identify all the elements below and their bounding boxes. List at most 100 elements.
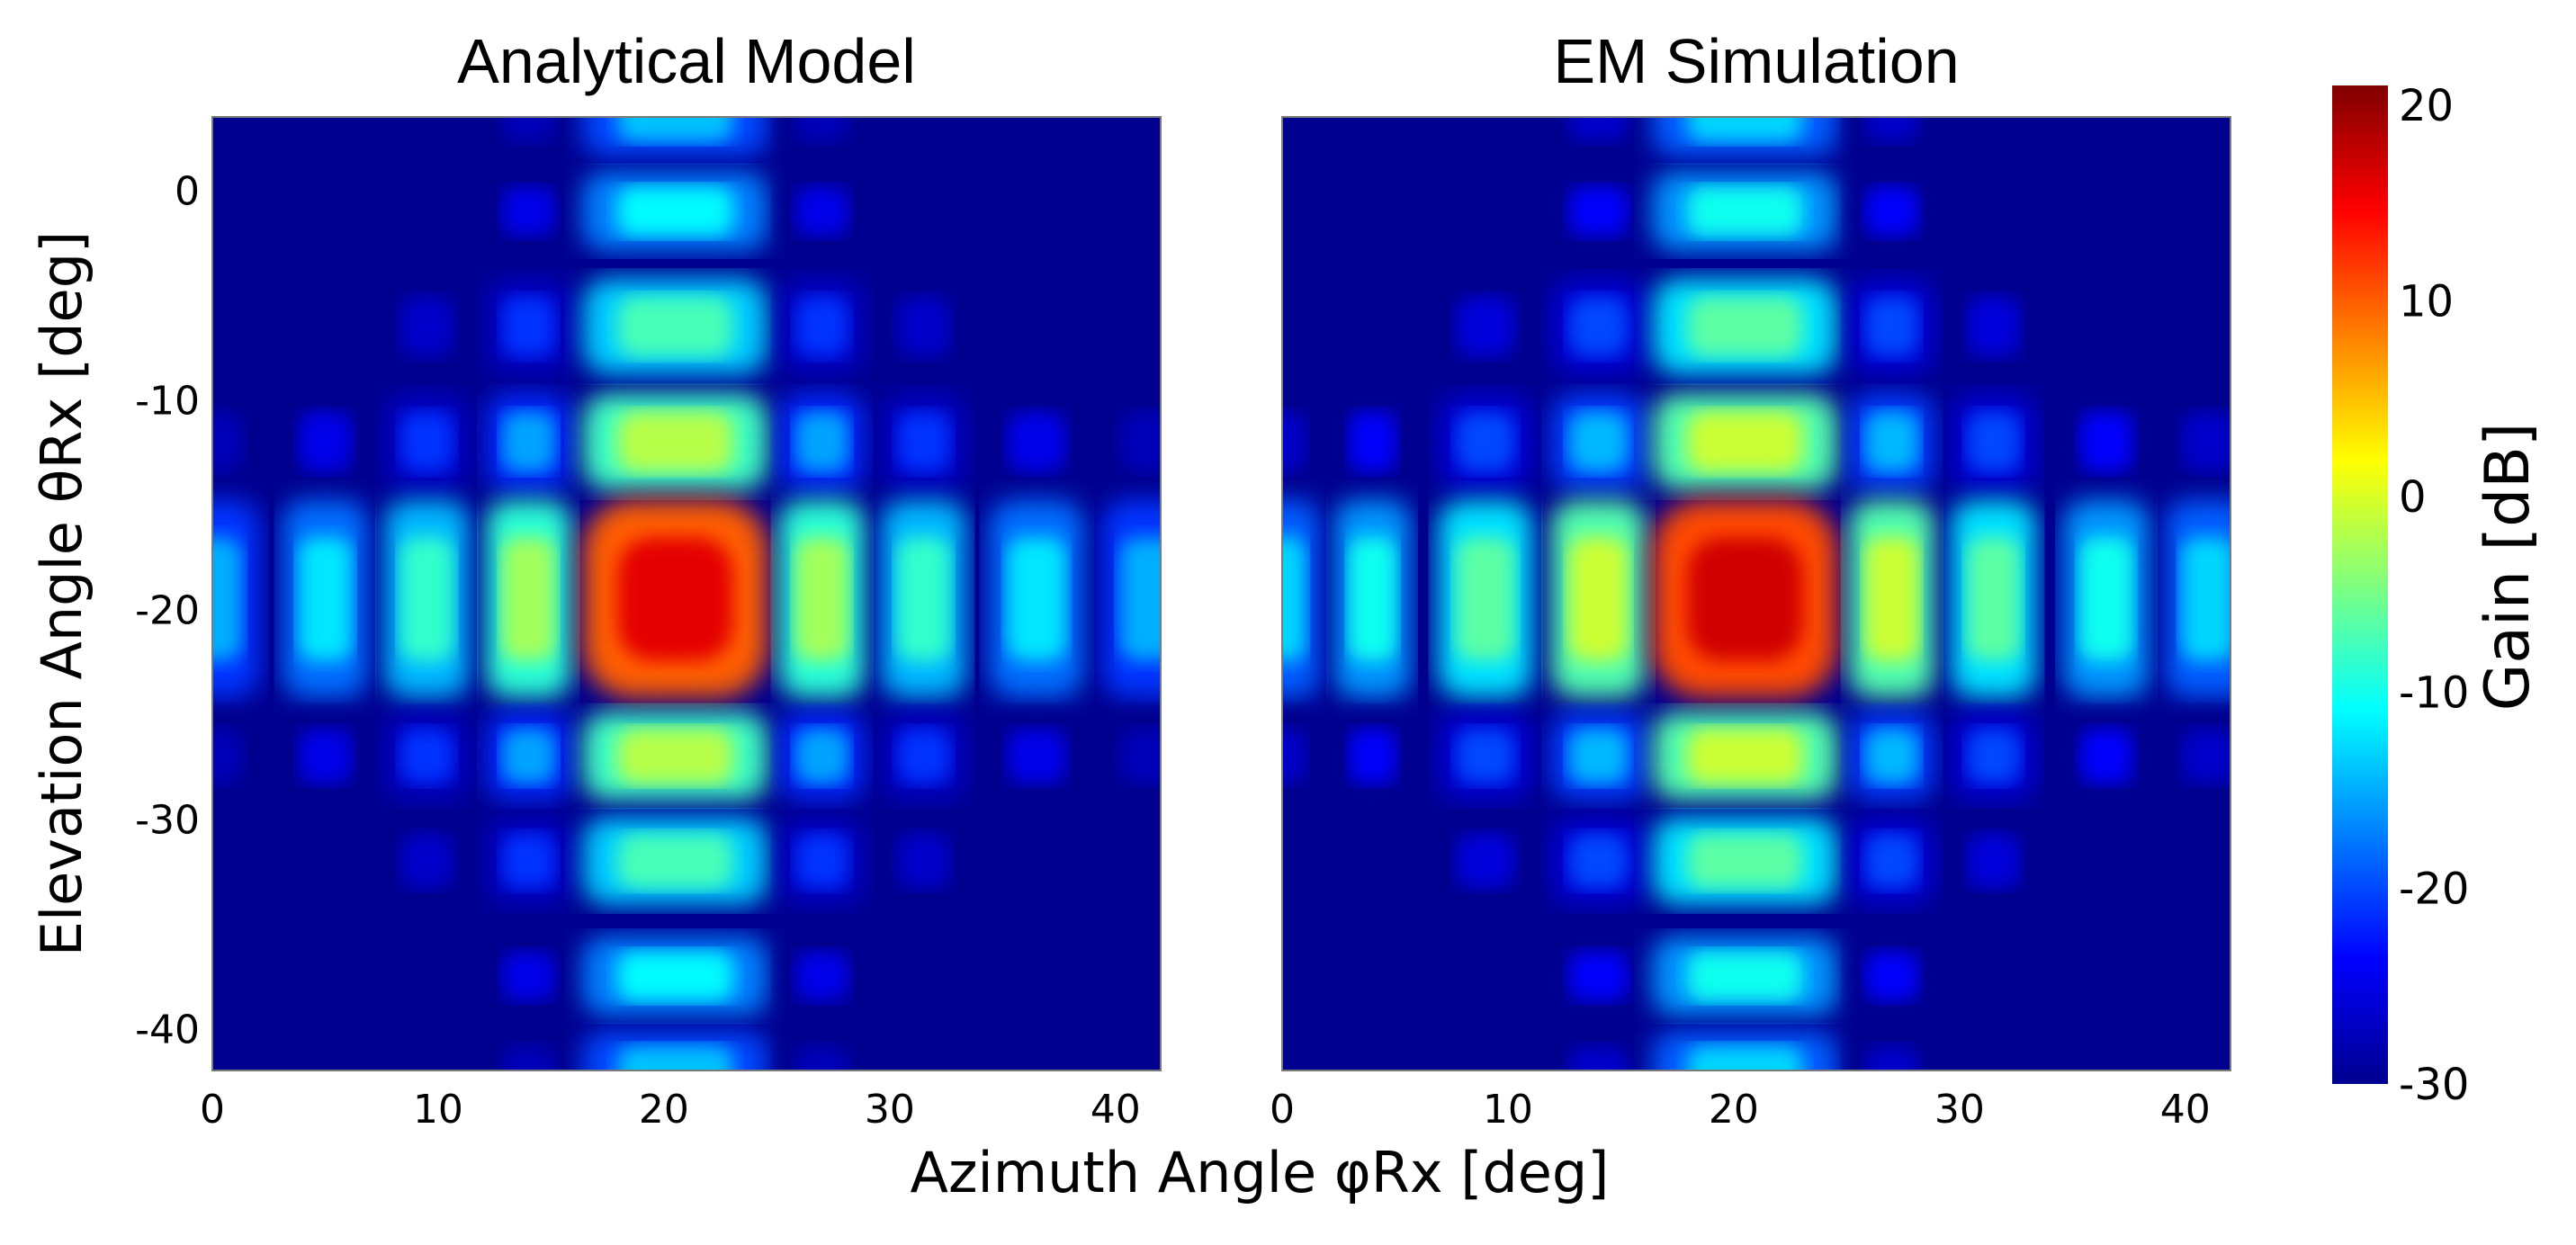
lobe-core	[501, 186, 555, 237]
lobe-core	[1967, 411, 2020, 472]
lobe-core	[1687, 833, 1803, 889]
lobe-core	[1007, 729, 1066, 784]
lobe-core	[1568, 1045, 1629, 1070]
lobe-core	[1119, 537, 1161, 661]
lobe-core	[299, 729, 352, 784]
lobe-core	[1349, 411, 1396, 472]
lobe-core	[1967, 729, 2020, 784]
right-plot-frame	[1281, 116, 2231, 1071]
lobe-core	[1007, 537, 1066, 661]
y-tick-label: -20	[135, 587, 200, 633]
lobe-core	[1687, 537, 1803, 661]
lobe-core	[1349, 729, 1396, 784]
lobe-core	[897, 411, 950, 472]
colorbar-tick-label: 0	[2399, 472, 2427, 523]
lobe-core	[1967, 537, 2020, 661]
lobe-core	[501, 951, 555, 1001]
lobe-core	[501, 1045, 555, 1070]
colorbar-tick-label: -20	[2399, 864, 2469, 914]
y-tick-label: -40	[135, 1007, 200, 1052]
lobe-core	[1568, 537, 1629, 661]
lobe-core	[795, 729, 848, 784]
lobe-core	[897, 537, 950, 661]
lobe-core	[897, 833, 950, 889]
lobe-core	[501, 296, 555, 357]
lobe-core	[501, 537, 555, 661]
lobe-core	[795, 833, 848, 889]
lobe-core	[617, 951, 733, 1001]
lobe-core	[617, 296, 733, 357]
lobe-core	[1119, 729, 1161, 784]
colorbar-tick-label: 10	[2399, 276, 2454, 327]
lobe-core	[2181, 411, 2230, 472]
lobe-core	[795, 1045, 848, 1070]
x-tick-label: 20	[639, 1087, 689, 1133]
lobe-core	[1865, 1045, 1918, 1070]
lobe-core	[399, 729, 453, 784]
colorbar-gradient	[2332, 85, 2388, 1084]
x-tick-label: 40	[2160, 1087, 2211, 1133]
lobe-core	[1687, 411, 1803, 472]
lobe-core	[1568, 186, 1629, 237]
lobe-core	[795, 117, 848, 142]
colorbar-tick-label: -30	[2399, 1060, 2469, 1110]
lobe-core	[1456, 296, 1515, 357]
lobe-core	[501, 117, 555, 142]
lobe-core	[1865, 296, 1918, 357]
lobe-core	[1456, 729, 1515, 784]
lobe-core	[1967, 833, 2020, 889]
lobe-core	[1456, 537, 1515, 661]
lobe-core	[1865, 951, 1918, 1001]
lobe-core	[1687, 296, 1803, 357]
lobe-core	[617, 729, 733, 784]
y-tick-label: -10	[135, 379, 200, 425]
lobe-core	[1568, 951, 1629, 1001]
lobe-core	[1687, 1045, 1803, 1070]
x-tick-label: 20	[1709, 1087, 1759, 1133]
lobe-core	[2079, 729, 2133, 784]
lobe-core	[1282, 411, 1306, 472]
lobe-core	[795, 951, 848, 1001]
lobe-core	[1865, 537, 1918, 661]
lobe-core	[1865, 117, 1918, 142]
lobe-core	[501, 411, 555, 472]
x-tick-label: 0	[200, 1087, 225, 1133]
lobe-core	[1349, 537, 1396, 661]
lobe-core	[1568, 296, 1629, 357]
y-axis-label: Elevation Angle θRx [deg]	[29, 231, 94, 956]
lobe-core	[501, 729, 555, 784]
lobe-core	[212, 411, 242, 472]
lobe-core	[212, 537, 242, 661]
left-heatmap	[211, 116, 1162, 1071]
lobe-core	[795, 296, 848, 357]
lobe-core	[1687, 186, 1803, 237]
lobe-core	[399, 833, 453, 889]
lobe-core	[617, 411, 733, 472]
x-tick-label: 0	[1270, 1087, 1295, 1133]
left-panel-title: Analytical Model	[457, 26, 916, 96]
y-tick-label: 0	[175, 169, 200, 215]
lobe-core	[1568, 117, 1629, 142]
lobe-core	[1865, 729, 1918, 784]
lobe-core	[795, 537, 848, 661]
y-tick-label: -30	[135, 797, 200, 843]
lobe-core	[399, 296, 453, 357]
x-tick-label: 40	[1091, 1087, 1141, 1133]
lobe-core	[1119, 411, 1161, 472]
colorbar-tick-label: 20	[2399, 81, 2454, 131]
lobe-core	[299, 411, 352, 472]
lobe-core	[1456, 833, 1515, 889]
right-heatmap	[1281, 116, 2231, 1071]
left-x-tick-labels: 0 10 20 30 40	[200, 1087, 1141, 1133]
lobe-core	[299, 537, 352, 661]
lobe-core	[399, 537, 453, 661]
x-tick-label: 30	[865, 1087, 915, 1133]
lobe-core	[1568, 729, 1629, 784]
lobe-core	[795, 411, 848, 472]
lobe-core	[1568, 833, 1629, 889]
lobe-core	[1865, 411, 1918, 472]
x-tick-label: 30	[1934, 1087, 1985, 1133]
lobe-core	[1687, 729, 1803, 784]
lobe-core	[2079, 537, 2133, 661]
